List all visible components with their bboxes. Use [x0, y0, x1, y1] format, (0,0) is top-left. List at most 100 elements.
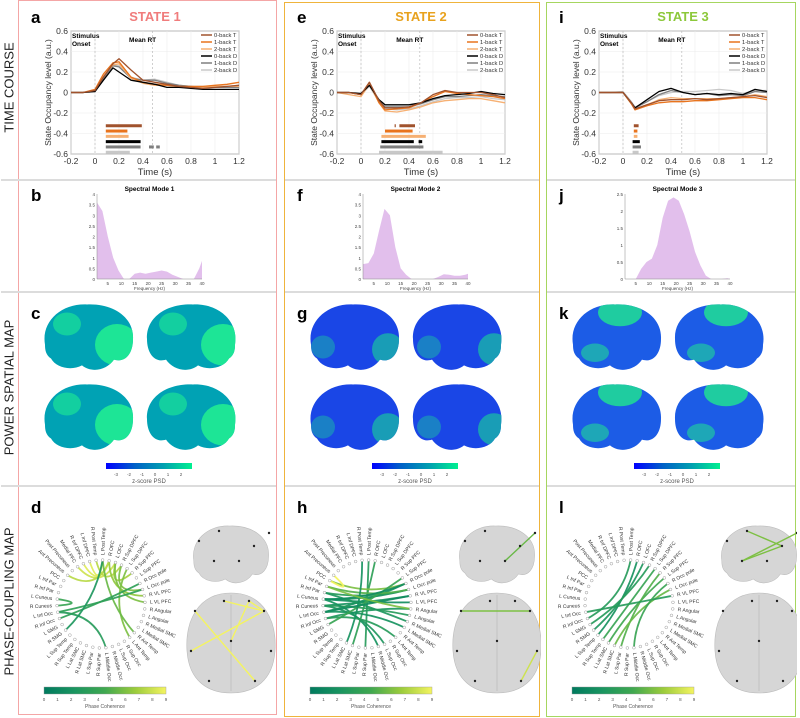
glass-brain-node	[745, 529, 749, 533]
spectral-y-tick: 3	[92, 213, 95, 218]
region-node	[670, 594, 674, 598]
region-node	[653, 566, 657, 571]
glass-brain-node	[795, 531, 797, 535]
spectral-y-tick: 2.5	[617, 192, 624, 197]
brain-surface-view	[310, 384, 400, 450]
legend-label: 1-back D	[742, 61, 765, 67]
y-tick-label: 0	[329, 88, 334, 98]
activation-patch	[581, 343, 609, 362]
region-node	[75, 565, 80, 569]
psd-colorbar-tick: -3	[114, 472, 118, 477]
series-line-0-back-D	[71, 67, 239, 94]
spectral-x-tick: 20	[146, 281, 152, 286]
coupling-connection	[325, 616, 397, 639]
significance-bar	[633, 129, 638, 133]
stimulus-onset-annotation: Stimulus	[72, 33, 100, 40]
glass-brain-node	[483, 529, 487, 533]
row-divider	[547, 485, 795, 487]
panel-letter: k	[559, 304, 569, 323]
y-tick-label: -0.4	[53, 129, 68, 139]
region-node	[406, 587, 411, 592]
region-node	[638, 644, 643, 649]
region-label: L Middle Occ	[103, 652, 112, 682]
x-tick-label: 0	[93, 156, 98, 166]
region-node	[81, 562, 86, 566]
psd-colorbar-tick: -1	[668, 472, 672, 477]
glass-brain-views: 0 1 2 3 4 5 6 7 8 9 Phase Coherence	[571, 525, 797, 710]
coherence-colorbar	[571, 686, 695, 695]
region-node	[336, 568, 340, 573]
mean-rt-annotation: Mean RT	[396, 37, 423, 44]
row-label-time-course: TIME COURSE	[1, 42, 17, 133]
region-node	[143, 607, 147, 611]
coupling-connection	[329, 574, 345, 588]
glass-brain-node	[459, 609, 463, 613]
row-divider	[285, 485, 539, 487]
spectral-y-tick: 1	[92, 256, 95, 261]
region-label: PCC	[577, 570, 589, 581]
glass-brain-node	[725, 539, 729, 543]
region-label: L Cuneus	[31, 594, 53, 602]
region-node	[128, 635, 132, 640]
glass-brain-node	[222, 599, 226, 603]
region-node	[588, 622, 592, 627]
x-tick-label: 0.4	[137, 156, 149, 166]
glass-brain-node	[267, 531, 271, 535]
brain-activation-patches	[417, 413, 502, 446]
glass-brain-node	[717, 649, 721, 653]
coupling-connection	[619, 572, 661, 648]
y-tick-label: -0.2	[53, 108, 68, 118]
brain-activation-patches	[417, 333, 502, 366]
series-line-0-back-T	[71, 58, 240, 94]
brain-surface-view	[412, 304, 502, 370]
spectral-y-tick: 0	[620, 277, 623, 282]
coupling-connection	[323, 610, 405, 629]
region-node	[325, 584, 329, 589]
activation-patch	[478, 333, 502, 366]
region-node	[107, 559, 111, 563]
significance-bar	[381, 134, 426, 138]
coupling-connection	[64, 559, 104, 631]
region-node	[407, 613, 412, 618]
region-node	[139, 619, 143, 624]
region-node	[598, 568, 602, 573]
glass-brain-views: 0 1 2 3 4 5 6 7 8 9 Phase Coherence	[43, 525, 276, 710]
spectral-y-tick: 1.5	[355, 245, 362, 250]
coupling-connection	[597, 560, 639, 636]
region-label: L Sup Par	[613, 651, 623, 674]
significance-bar	[632, 150, 639, 154]
row-divider	[547, 291, 795, 293]
brain-surface-view	[310, 304, 400, 370]
y-tick-label: 0.2	[584, 67, 596, 77]
coupling-connection	[323, 582, 407, 600]
region-label: R OFC	[636, 540, 645, 557]
series-line-0-back-T	[599, 91, 768, 110]
spectral-y-tick: 0	[92, 277, 95, 282]
glass-brain-node	[740, 559, 744, 563]
psd-colorbar-label: z-score PSD	[132, 479, 166, 485]
lateral-brain-outline	[193, 525, 269, 584]
region-node	[357, 645, 361, 649]
coherence-colorbar-tick: 4	[97, 697, 100, 702]
region-node	[658, 571, 662, 575]
y-tick-label: -0.6	[581, 149, 596, 159]
region-node	[142, 594, 146, 598]
x-tick-label: 0	[359, 156, 364, 166]
x-tick-label: 0.8	[713, 156, 725, 166]
glass-brain-node	[197, 539, 201, 543]
spectral-x-tick: 15	[660, 281, 666, 286]
spectral-x-tick: 40	[465, 281, 471, 286]
glass-brain-connection	[746, 530, 783, 547]
state-panels: i j k l STATE 3 -0.2 0 0.2 0.4 0.6 0.8 1 1.2 0.6 0.4 0.…	[558, 8, 797, 710]
region-label: R VL PFC	[415, 588, 438, 598]
stimulus-onset-annotation: Onset	[72, 41, 91, 48]
activation-patch	[372, 413, 400, 446]
legend-label: 1-back D	[214, 61, 237, 67]
activation-patch	[311, 335, 335, 359]
spectral-x-tick: 35	[186, 281, 192, 286]
significance-bar	[380, 145, 424, 149]
glass-brain-node	[533, 531, 537, 535]
region-node	[590, 578, 594, 583]
region-label: L OFC	[643, 543, 654, 559]
region-node	[385, 563, 390, 567]
